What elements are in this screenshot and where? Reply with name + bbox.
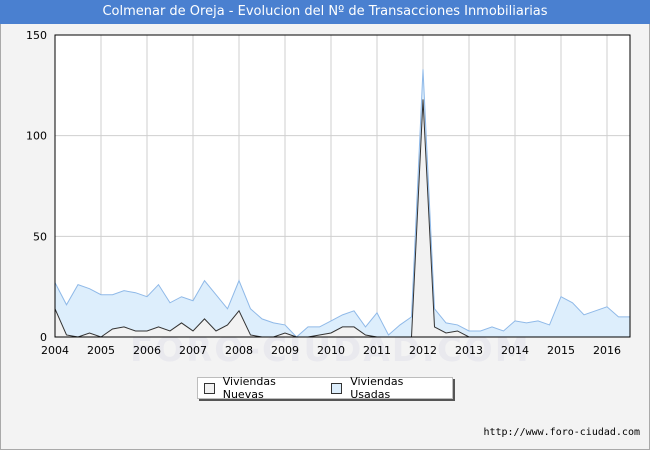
- x-tick-label: 2009: [271, 344, 299, 354]
- x-tick-label: 2004: [41, 344, 69, 354]
- y-tick-label: 150: [26, 29, 47, 42]
- x-tick-label: 2013: [455, 344, 483, 354]
- x-tick-label: 2008: [225, 344, 253, 354]
- plot-border: [54, 34, 631, 338]
- chart-svg: 2004 2005 2006 2007 2008 2009 2010 2011 2012 2013…: [26, 29, 631, 354]
- legend-swatch-nuevas: [204, 382, 215, 394]
- plot-area: [54, 34, 631, 338]
- x-tick-label: 2015: [547, 344, 575, 354]
- x-tick-label: 2016: [593, 344, 621, 354]
- chart-title: Colmenar de Oreja - Evolucion del Nº de …: [0, 0, 650, 24]
- legend-item-nuevas: Viviendas Nuevas: [204, 375, 317, 401]
- x-tick-label: 2014: [501, 344, 529, 354]
- y-tick-label: 0: [40, 331, 47, 344]
- y-tick-label: 50: [33, 230, 47, 243]
- x-tick-label: 2006: [133, 344, 161, 354]
- x-tick-label: 2005: [87, 344, 115, 354]
- source-url[interactable]: http://www.foro-ciudad.com: [483, 427, 640, 438]
- legend: Viviendas Nuevas Viviendas Usadas: [197, 375, 453, 401]
- legend-swatch-usadas: [331, 382, 343, 394]
- x-tick-label: 2007: [179, 344, 207, 354]
- y-tick-label: 100: [26, 130, 47, 143]
- x-tick-label: 2011: [363, 344, 391, 354]
- series-usadas-line: [54, 69, 630, 338]
- series-usadas-area: [55, 69, 630, 337]
- legend-label-usadas: Viviendas Usadas: [350, 375, 404, 401]
- legend-item-usadas: Viviendas Usadas: [331, 375, 444, 401]
- x-tick-label: 2012: [409, 344, 437, 354]
- legend-label-nuevas: Viviendas Nuevas: [222, 375, 276, 401]
- x-tick-label: 2010: [317, 344, 345, 354]
